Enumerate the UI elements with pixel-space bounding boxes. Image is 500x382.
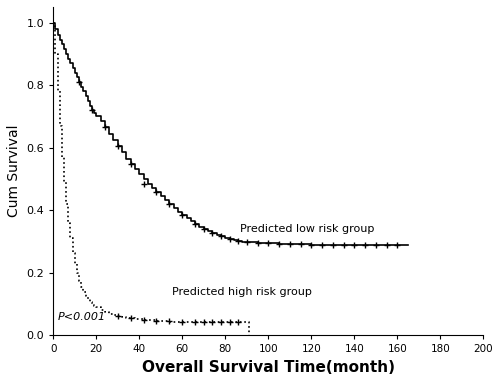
- X-axis label: Overall Survival Time(month): Overall Survival Time(month): [142, 360, 395, 375]
- Y-axis label: Cum Survival: Cum Survival: [7, 125, 21, 217]
- Text: P<0.001: P<0.001: [58, 312, 106, 322]
- Text: Predicted high risk group: Predicted high risk group: [172, 287, 312, 297]
- Text: Predicted low risk group: Predicted low risk group: [240, 224, 374, 234]
